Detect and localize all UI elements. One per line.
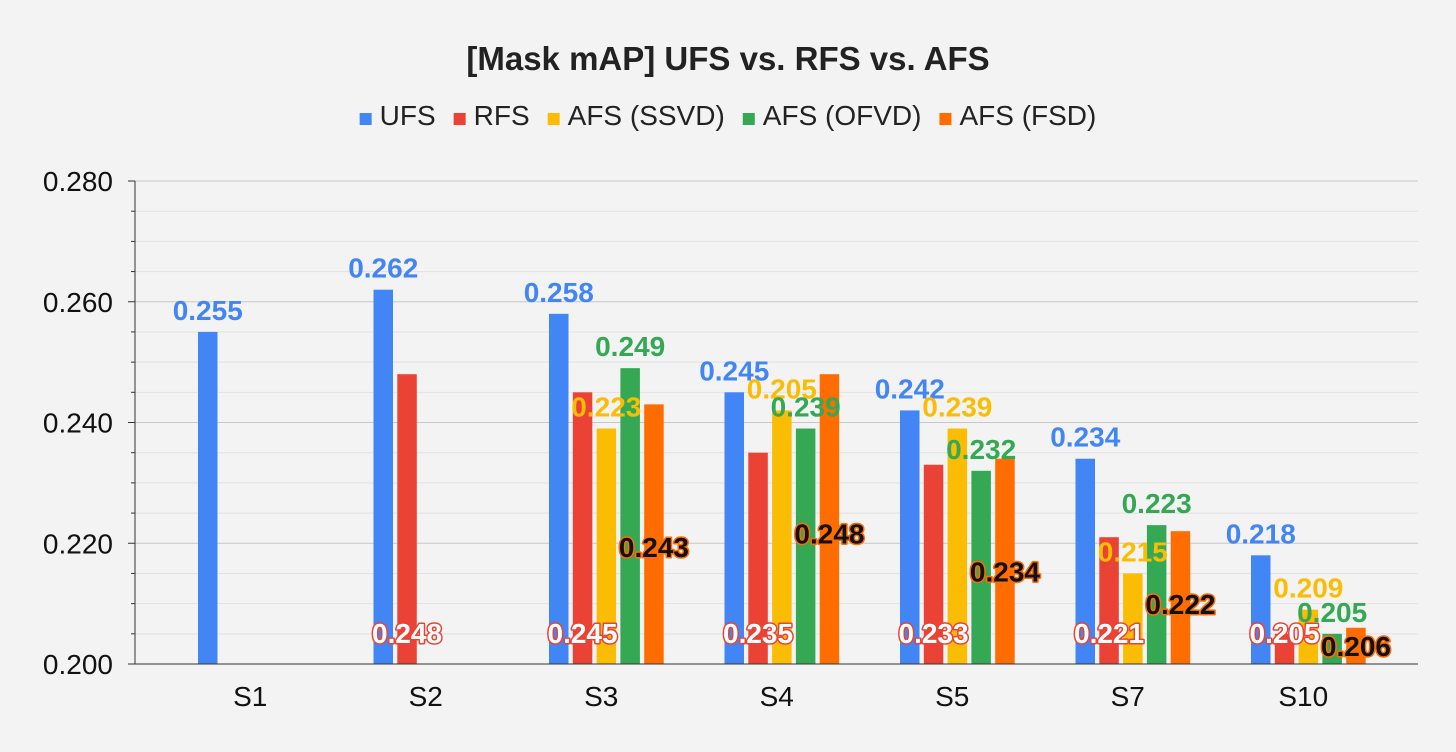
bar-afs-ofvd [795, 428, 816, 664]
data-label: 0.234 [1050, 422, 1120, 453]
x-category-label: S5 [935, 681, 969, 712]
data-label: 0.209 [1273, 573, 1343, 604]
bar-afs-ofvd [620, 368, 640, 664]
bar-afs-fsd [819, 374, 840, 664]
legend-item: AFS (SSVD) [547, 100, 725, 131]
data-label: 0.255 [173, 295, 243, 326]
data-label: 0.239 [922, 392, 992, 423]
data-label: 0.235 [723, 618, 793, 649]
legend-label: AFS (OFVD) [763, 100, 922, 131]
bar-afs-ofvd [1322, 633, 1342, 664]
bar-ufs [373, 289, 393, 664]
legend-label: UFS [380, 100, 436, 131]
data-label: 0.221 [1074, 618, 1144, 649]
bar-afs-fsd [644, 404, 664, 664]
y-tick-label: 0.200 [43, 649, 113, 680]
y-tick-label: 0.220 [43, 528, 113, 559]
data-label: 0.233 [899, 618, 969, 649]
data-label: 0.258 [524, 277, 594, 308]
bar-afs-fsd [1170, 531, 1191, 664]
bar-rfs [397, 374, 417, 664]
bars [198, 289, 1366, 664]
bar-afs-ssvd [947, 428, 968, 664]
legend-label: RFS [474, 100, 530, 131]
bar-afs-ofvd [971, 470, 991, 664]
legend-item: RFS [453, 100, 530, 131]
data-label: 0.248 [794, 519, 864, 550]
bar-ufs [549, 313, 569, 664]
legend-label: AFS (SSVD) [568, 100, 725, 131]
legend-swatch [742, 113, 755, 125]
bar-afs-fsd [995, 458, 1015, 664]
bar-rfs [1274, 633, 1295, 664]
bar-rfs [572, 392, 593, 664]
data-label: 0.223 [1122, 488, 1192, 519]
data-label: 0.248 [372, 618, 442, 649]
x-category-label: S3 [584, 681, 618, 712]
bar-afs-ssvd [1298, 609, 1319, 664]
bar-afs-ofvd [1146, 525, 1167, 664]
y-tick-label: 0.280 [43, 166, 113, 197]
x-category-label: S7 [1111, 681, 1145, 712]
legend-swatch [939, 113, 952, 125]
x-category-label: S1 [233, 681, 267, 712]
data-label: 0.242 [875, 373, 945, 404]
bar-afs-ssvd [772, 410, 792, 664]
bar-afs-ssvd [596, 428, 617, 664]
x-category-label: S2 [409, 681, 443, 712]
legend: UFS RFS AFS (SSVD) AFS (OFVD) AFS (FSD) [359, 100, 1096, 131]
data-labels: 0.255 0.262 0.248 0.258 0.245 0.223 0.249 0.243… [173, 253, 1393, 664]
data-label: 0.223 [571, 392, 641, 423]
bar-ufs [1251, 555, 1271, 664]
chart-title: [Mask mAP] UFS vs. RFS vs. AFS [466, 40, 989, 77]
data-label: 0.245 [699, 355, 769, 386]
legend-swatch [547, 113, 560, 125]
legend-item: AFS (OFVD) [742, 100, 922, 131]
legend-label: AFS (FSD) [959, 100, 1096, 131]
bar-afs-fsd [1346, 627, 1366, 664]
data-label: 0.239 [771, 392, 841, 423]
data-label: 0.243 [619, 532, 689, 563]
data-label: 0.205 [1250, 618, 1320, 649]
bar-afs-ssvd [1123, 573, 1143, 664]
data-label: 0.218 [1226, 518, 1296, 549]
bar-rfs [1099, 537, 1119, 664]
legend-item: AFS (FSD) [939, 100, 1096, 131]
bar-ufs [198, 331, 218, 664]
y-tick-label: 0.240 [43, 408, 113, 439]
legend-swatch [359, 113, 372, 125]
data-label: 0.205 [1297, 597, 1367, 628]
data-label: 0.215 [1098, 536, 1168, 567]
bar-ufs [1075, 458, 1095, 664]
bar-ufs [724, 392, 744, 664]
data-label: 0.234 [970, 557, 1040, 588]
legend-swatch [453, 113, 466, 125]
data-label: 0.262 [348, 253, 418, 284]
data-label: 0.206 [1321, 631, 1391, 662]
x-category-label: S4 [760, 681, 794, 712]
bar-rfs [748, 452, 768, 664]
data-label: 0.222 [1145, 589, 1215, 620]
data-label: 0.205 [747, 373, 817, 404]
data-label: 0.232 [946, 434, 1016, 465]
x-category-label: S10 [1278, 681, 1328, 712]
data-label: 0.249 [595, 331, 665, 362]
y-tick-label: 0.260 [43, 287, 113, 318]
legend-item: UFS [359, 100, 436, 131]
data-label: 0.245 [548, 618, 618, 649]
bar-rfs [923, 464, 944, 664]
bar-ufs [900, 410, 920, 664]
axes: 0.200 0.220 0.240 0.260 0.280 S1 S2 S3 S4 S5 S7 S10 [43, 166, 1418, 712]
